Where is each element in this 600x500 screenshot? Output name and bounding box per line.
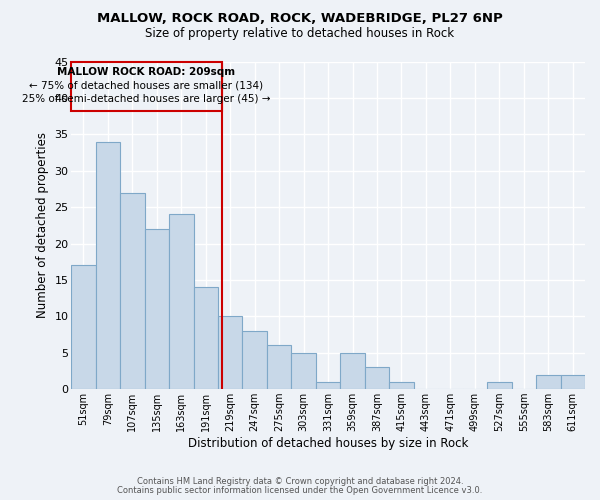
Text: Size of property relative to detached houses in Rock: Size of property relative to detached ho… bbox=[145, 28, 455, 40]
Bar bbox=[365, 368, 389, 389]
Text: ← 75% of detached houses are smaller (134): ← 75% of detached houses are smaller (13… bbox=[29, 80, 263, 90]
Bar bbox=[194, 287, 218, 389]
Bar bbox=[292, 353, 316, 389]
Bar bbox=[340, 353, 365, 389]
Text: Contains HM Land Registry data © Crown copyright and database right 2024.: Contains HM Land Registry data © Crown c… bbox=[137, 477, 463, 486]
Text: MALLOW, ROCK ROAD, ROCK, WADEBRIDGE, PL27 6NP: MALLOW, ROCK ROAD, ROCK, WADEBRIDGE, PL2… bbox=[97, 12, 503, 26]
Bar bbox=[120, 192, 145, 389]
Bar bbox=[145, 229, 169, 389]
Bar bbox=[487, 382, 512, 389]
Bar bbox=[267, 346, 292, 389]
Bar bbox=[218, 316, 242, 389]
Bar bbox=[71, 266, 95, 389]
Bar bbox=[560, 374, 585, 389]
Text: Contains public sector information licensed under the Open Government Licence v3: Contains public sector information licen… bbox=[118, 486, 482, 495]
Bar bbox=[316, 382, 340, 389]
Bar bbox=[536, 374, 560, 389]
Text: MALLOW ROCK ROAD: 209sqm: MALLOW ROCK ROAD: 209sqm bbox=[58, 68, 235, 78]
Bar bbox=[242, 331, 267, 389]
Text: 25% of semi-detached houses are larger (45) →: 25% of semi-detached houses are larger (… bbox=[22, 94, 271, 104]
X-axis label: Distribution of detached houses by size in Rock: Distribution of detached houses by size … bbox=[188, 437, 468, 450]
Y-axis label: Number of detached properties: Number of detached properties bbox=[36, 132, 49, 318]
Bar bbox=[169, 214, 194, 389]
Bar bbox=[95, 142, 120, 389]
Bar bbox=[389, 382, 414, 389]
